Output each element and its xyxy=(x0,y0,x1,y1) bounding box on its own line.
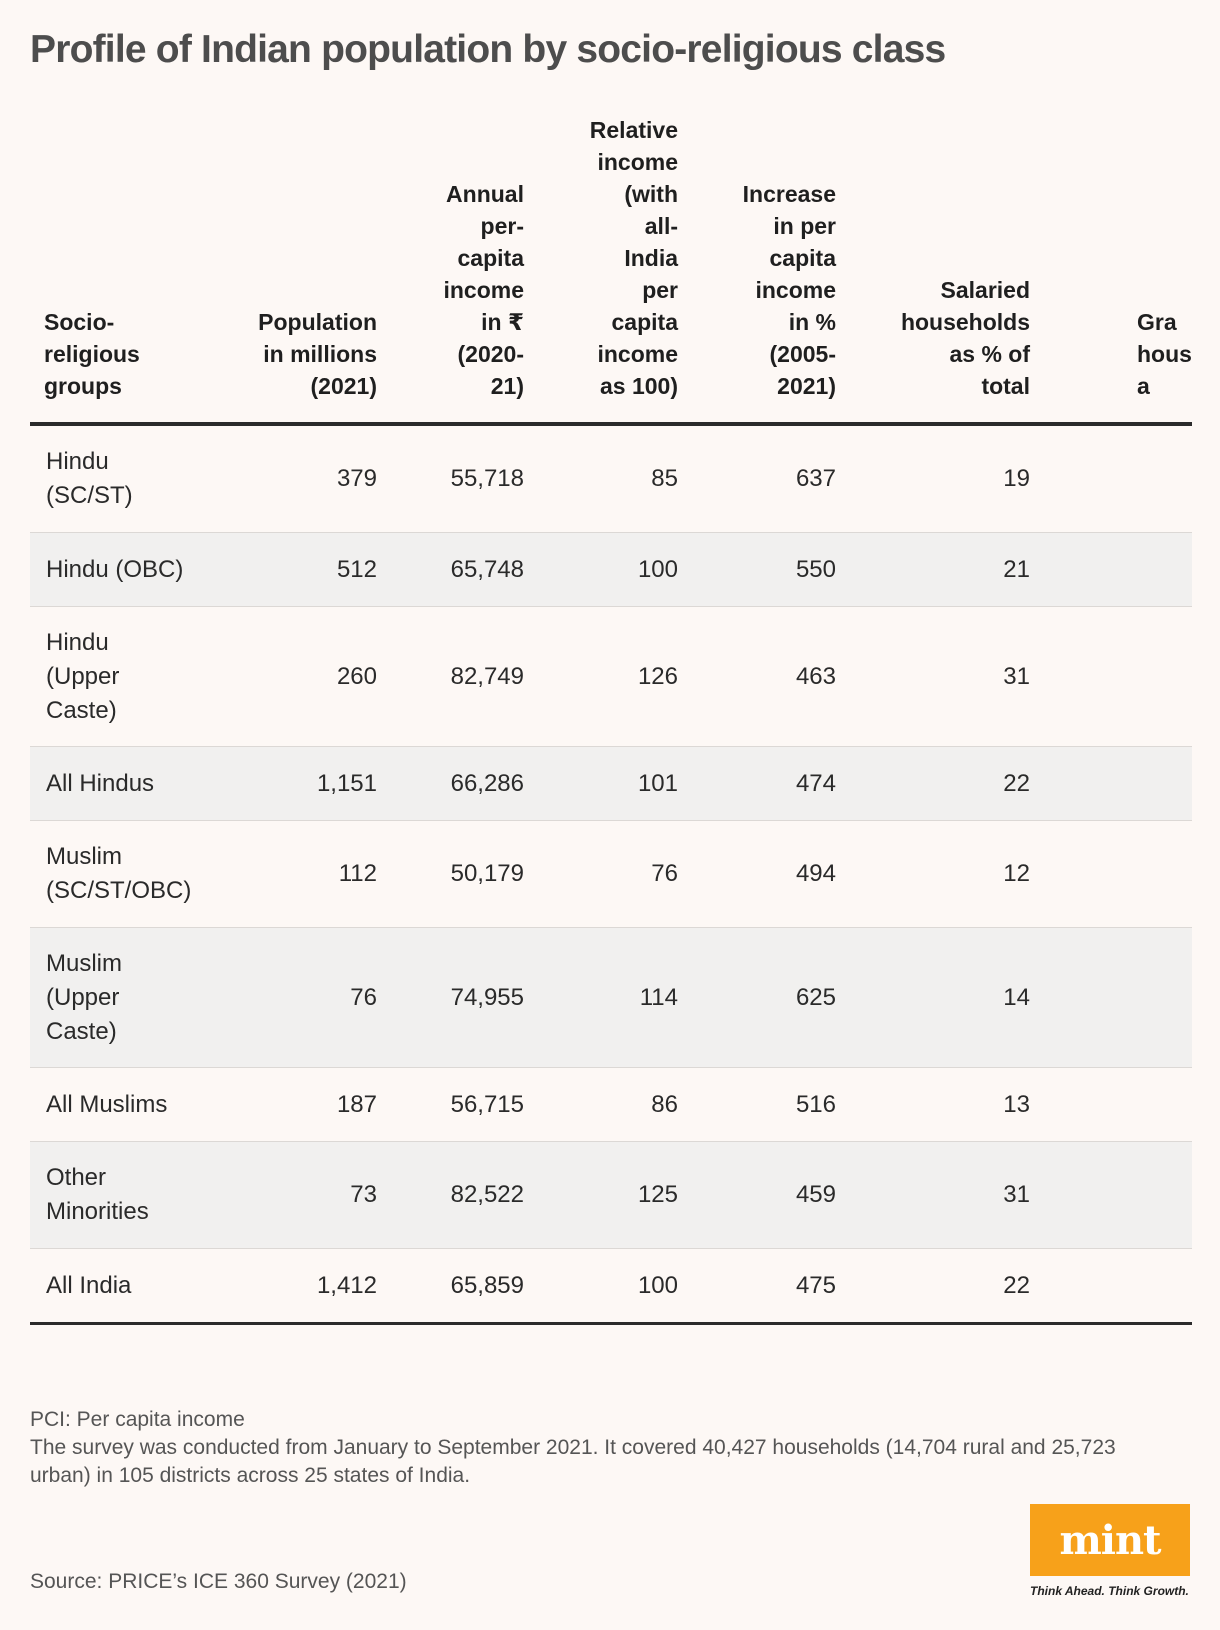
cell-salaried: 22 xyxy=(1003,769,1030,797)
cell-income: 65,748 xyxy=(450,555,524,583)
column-header-population: Population in millions (2021) xyxy=(258,309,377,399)
table-row: All India 1,412 65,859 100 475 22 xyxy=(30,1249,1192,1322)
cell-increase: 494 xyxy=(795,860,836,887)
cell-population: 512 xyxy=(336,555,377,583)
table-row: All Muslims 187 56,715 86 516 13 xyxy=(30,1068,1192,1142)
cell-group: Hindu (SC/ST) xyxy=(46,448,133,509)
data-table: Socio- religious groups Population in mi… xyxy=(30,120,1192,1325)
table-row: Hindu (SC/ST) 379 55,718 85 637 19 xyxy=(30,426,1192,533)
cell-group: Muslim (Upper Caste) xyxy=(46,949,122,1045)
mint-logo: mint Think Ahead. Think Growth. xyxy=(1030,1504,1190,1598)
cell-group: Other Minorities xyxy=(46,1164,149,1225)
cell-relative-income: 114 xyxy=(639,983,678,1011)
cell-population: 76 xyxy=(350,983,377,1011)
cell-income: 55,718 xyxy=(450,465,524,492)
cell-salaried: 22 xyxy=(1003,1271,1030,1299)
footnotes: PCI: Per capita income The survey was co… xyxy=(30,1406,1180,1490)
cell-income: 56,715 xyxy=(450,1090,524,1118)
column-header-salaried: Salaried households as % of total xyxy=(900,277,1030,399)
cell-relative-income: 86 xyxy=(651,1090,678,1118)
cell-income: 74,955 xyxy=(450,983,524,1011)
cell-relative-income: 85 xyxy=(651,465,678,492)
cell-income: 65,859 xyxy=(450,1271,524,1299)
footnote-survey: The survey was conducted from January to… xyxy=(30,1436,1116,1487)
cell-group: Hindu (OBC) xyxy=(46,555,184,583)
footnote-pci: PCI: Per capita income xyxy=(30,1408,245,1431)
cell-increase: 516 xyxy=(795,1090,836,1118)
cell-increase: 463 xyxy=(795,662,836,690)
cell-population: 379 xyxy=(336,465,377,492)
cell-group: All India xyxy=(46,1271,132,1299)
cell-income: 82,749 xyxy=(450,662,524,690)
cell-population: 112 xyxy=(338,860,377,887)
column-header-group: Socio- religious groups xyxy=(44,309,140,399)
cell-group: Muslim (SC/ST/OBC) xyxy=(46,843,192,904)
cell-salaried: 31 xyxy=(1003,662,1030,690)
source-note: Source: PRICE’s ICE 360 Survey (2021) xyxy=(30,1570,407,1593)
column-header-income: Annual per- capita income in ₹ (2020- 21… xyxy=(443,181,524,399)
cell-relative-income: 76 xyxy=(651,860,678,887)
table-row: Muslim (Upper Caste) 76 74,955 114 625 1… xyxy=(30,928,1192,1068)
cell-increase: 475 xyxy=(795,1271,836,1299)
cell-population: 73 xyxy=(350,1181,377,1208)
cell-relative-income: 100 xyxy=(637,1271,678,1299)
cell-relative-income: 101 xyxy=(637,769,678,797)
table-row: Muslim (SC/ST/OBC) 112 50,179 76 494 12 xyxy=(30,821,1192,928)
cell-increase: 625 xyxy=(795,983,836,1011)
mint-tagline: Think Ahead. Think Growth. xyxy=(1030,1584,1189,1598)
cell-increase: 474 xyxy=(795,769,836,797)
column-header-truncated: Gra hous a xyxy=(1137,309,1192,399)
table-row: Other Minorities 73 82,522 125 459 31 xyxy=(30,1142,1192,1249)
column-header-relative-income: Relative income (with all- India per cap… xyxy=(589,120,678,399)
cell-population: 260 xyxy=(336,662,377,690)
cell-population: 187 xyxy=(336,1090,377,1118)
cell-salaried: 19 xyxy=(1003,465,1030,492)
cell-salaried: 14 xyxy=(1003,983,1030,1011)
column-header-increase: Increase in per capita income in % (2005… xyxy=(742,181,836,399)
cell-salaried: 13 xyxy=(1003,1090,1030,1118)
cell-group: All Hindus xyxy=(46,769,155,797)
cell-relative-income: 125 xyxy=(637,1181,678,1208)
cell-group: Hindu (Upper Caste) xyxy=(46,628,120,724)
table-row: All Hindus 1,151 66,286 101 474 22 xyxy=(30,747,1192,821)
cell-relative-income: 100 xyxy=(637,555,678,583)
cell-group: All Muslims xyxy=(46,1090,168,1118)
cell-relative-income: 126 xyxy=(637,662,678,690)
cell-salaried: 31 xyxy=(1003,1181,1030,1208)
table-bottom-rule xyxy=(30,1322,1192,1325)
table-row: Hindu (Upper Caste) 260 82,749 126 463 3… xyxy=(30,607,1192,747)
cell-income: 82,522 xyxy=(450,1181,524,1208)
cell-population: 1,412 xyxy=(316,1271,377,1299)
cell-income: 50,179 xyxy=(450,860,524,887)
cell-population: 1,151 xyxy=(316,769,377,797)
mint-wordmark: mint xyxy=(1030,1504,1190,1576)
table-row: Hindu (OBC) 512 65,748 100 550 21 xyxy=(30,533,1192,607)
page-title: Profile of Indian population by socio-re… xyxy=(30,28,946,71)
cell-increase: 459 xyxy=(795,1181,836,1208)
cell-income: 66,286 xyxy=(450,769,524,797)
cell-salaried: 12 xyxy=(1003,860,1030,887)
table-header: Socio- religious groups Population in mi… xyxy=(30,120,1192,426)
cell-salaried: 21 xyxy=(1003,555,1030,583)
cell-increase: 550 xyxy=(795,555,836,583)
cell-increase: 637 xyxy=(795,465,836,492)
